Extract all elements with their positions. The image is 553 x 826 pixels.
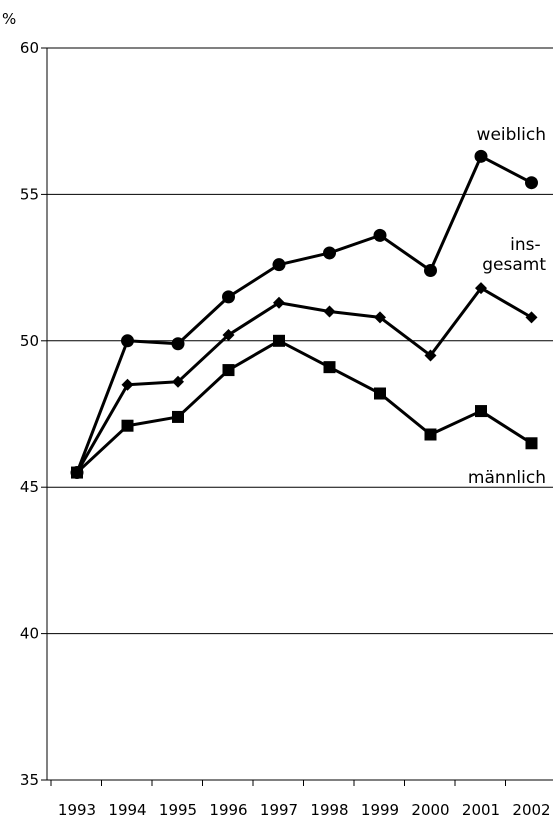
x-tick-label-1997: 1997 [260,801,298,819]
point-0-5 [323,246,336,260]
x-tick-label-1995: 1995 [159,801,197,819]
x-tick-label-1996: 1996 [209,801,247,819]
point-2-9 [525,437,538,450]
x-tick-label-1999: 1999 [361,801,399,819]
y-tick-label-55: 55 [20,185,39,203]
point-2-4 [273,334,285,347]
axes [41,47,553,786]
point-2-7 [424,428,437,441]
y-tick-labels: 35 40 45 50 55 60 [20,39,39,789]
point-1-4 [273,296,285,309]
series [70,149,538,480]
x-tick-label-2001: 2001 [462,801,500,819]
x-tick-label-2000: 2000 [411,801,449,819]
point-2-3 [222,364,235,377]
y-tick-label-60: 60 [20,39,39,57]
series-label-maennlich: männlich [468,468,546,488]
series-2 [71,334,538,479]
point-1-1 [121,378,134,391]
series-line-1 [75,286,533,474]
y-tick-label-50: 50 [20,332,39,350]
point-1-2 [172,375,184,388]
series-labels: weiblich ins- gesamt männlich [468,125,546,488]
point-1-6 [374,311,386,324]
series-line-0 [75,154,533,474]
x-tick-label-2002: 2002 [512,801,550,819]
x-tick-labels: 1993 1994 1995 1996 1997 1998 1999 2000 2001 2002 [58,801,551,819]
y-unit-label: % [2,10,16,28]
series-label-insgesamt-line2: gesamt [482,255,546,275]
series-label-insgesamt-line1: ins- [510,235,541,255]
point-0-7 [424,264,437,278]
point-1-9 [525,311,538,324]
point-0-2 [171,337,185,351]
series-label-insgesamt: ins- gesamt [482,235,546,275]
point-0-9 [525,176,538,190]
x-tick-label-1994: 1994 [108,801,146,819]
point-2-6 [374,387,386,400]
y-tick-label-35: 35 [20,771,39,789]
point-0-3 [222,290,235,304]
point-0-1 [121,334,134,348]
y-tick-label-40: 40 [20,625,39,643]
point-2-8 [475,405,487,418]
series-0 [70,149,538,480]
point-2-2 [172,410,184,423]
point-0-6 [373,228,387,242]
point-1-5 [323,305,336,318]
y-tick-label-45: 45 [20,478,39,496]
point-2-0 [71,466,83,479]
series-label-weiblich: weiblich [477,125,546,145]
point-1-7 [424,349,437,362]
point-0-4 [272,258,286,272]
point-0-8 [474,149,488,163]
point-1-8 [475,282,487,295]
x-tick-label-1998: 1998 [310,801,348,819]
point-2-1 [121,419,134,432]
series-line-2 [75,339,533,474]
point-2-5 [323,361,336,374]
series-1 [71,282,538,479]
x-tick-label-1993: 1993 [58,801,96,819]
point-1-3 [222,328,235,341]
